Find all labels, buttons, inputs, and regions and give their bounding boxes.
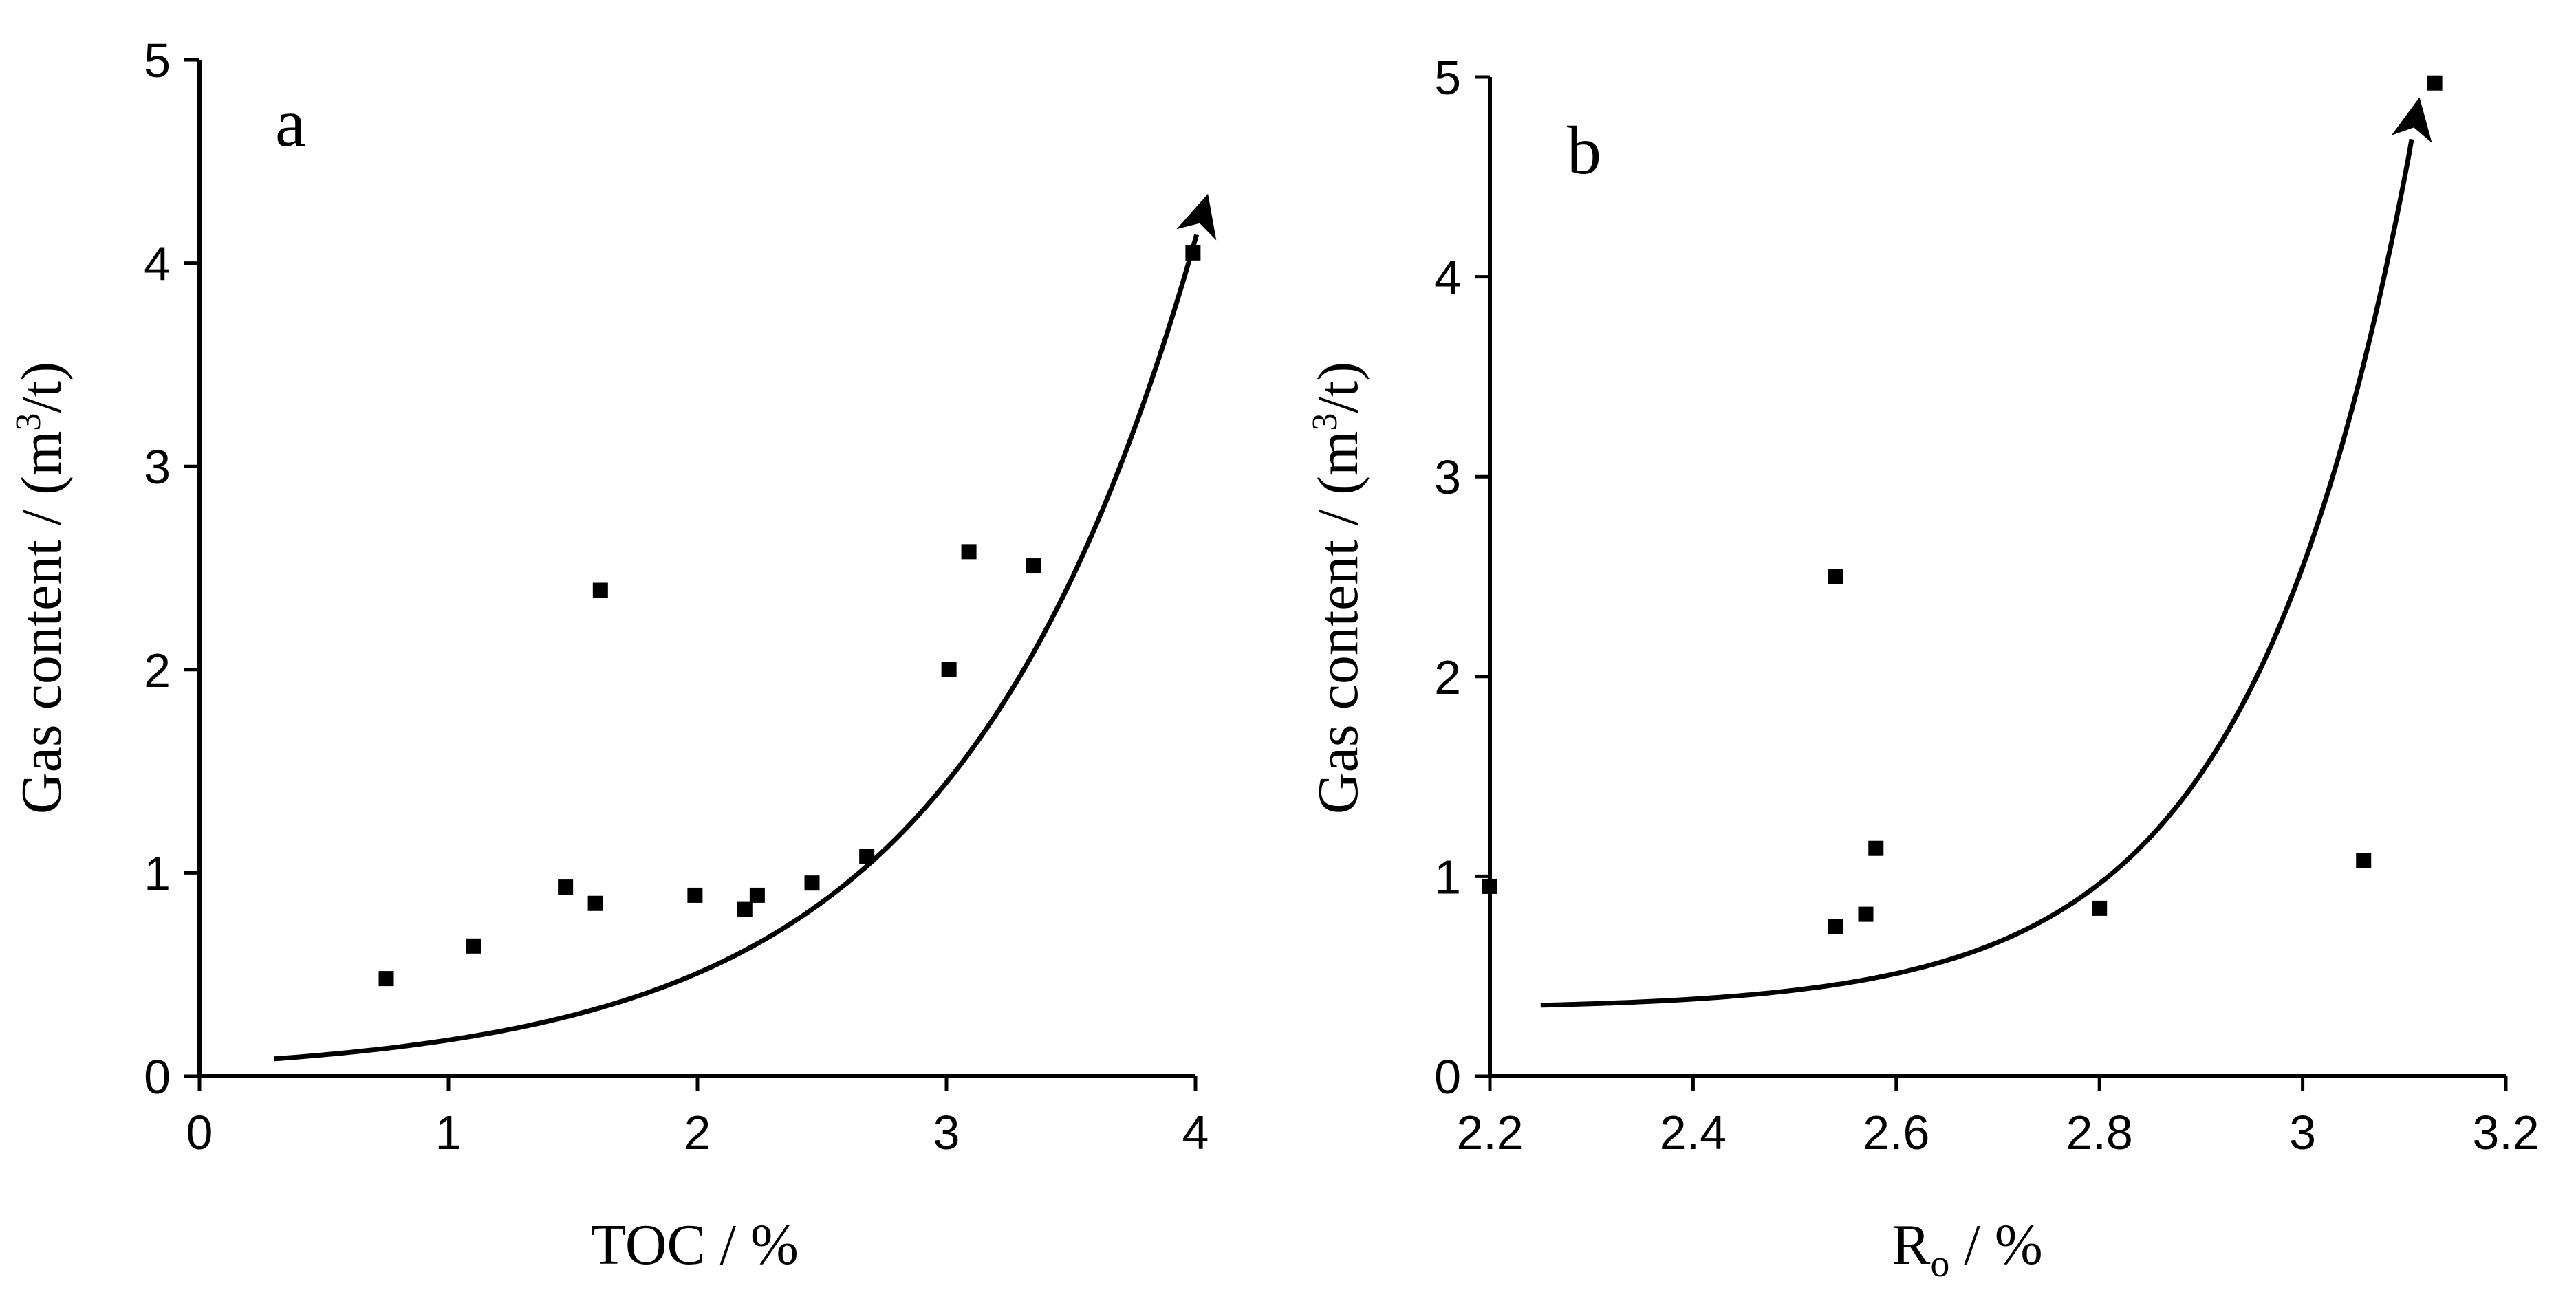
x-tick-label: 3.2 xyxy=(2472,1106,2539,1159)
ticks xyxy=(1475,75,2508,1091)
data-point xyxy=(749,887,765,903)
x-axis-title-main: R xyxy=(1892,1213,1930,1277)
data-point xyxy=(737,901,753,917)
data-point xyxy=(941,662,957,677)
data-point xyxy=(2356,853,2372,868)
data-point xyxy=(687,887,703,903)
x-axis-title-subscript: o xyxy=(1930,1243,1949,1285)
data-point xyxy=(1828,569,1843,584)
y-tick-label: 0 xyxy=(1434,1050,1461,1104)
y-axis-title-main: Gas content / (m xyxy=(10,431,74,815)
x-tick-label: 2.4 xyxy=(1660,1106,1727,1159)
trend-curve xyxy=(274,234,1199,1062)
markers xyxy=(1482,75,2443,934)
panel-label: a xyxy=(275,85,305,161)
y-axis-title: Gas content / (m3/t) xyxy=(9,362,74,814)
x-tick-label: 3 xyxy=(933,1106,960,1159)
panel-label: b xyxy=(1567,112,1601,188)
svg-text:Gas content / (m3/t): Gas content / (m3/t) xyxy=(1306,362,1370,814)
y-tick-label: 0 xyxy=(144,1050,171,1104)
trendline xyxy=(1540,97,2432,1008)
markers xyxy=(378,245,1201,987)
x-axis-title: TOC / % xyxy=(591,1213,799,1277)
data-point xyxy=(1868,840,1884,856)
data-point xyxy=(587,895,603,911)
tick-labels: 2.2 2.4 2.6 2.8 3 3.2 0 1 2 3 4 5 xyxy=(1434,51,2540,1159)
data-point xyxy=(1482,878,1497,894)
x-tick-label: 2.6 xyxy=(1863,1106,1929,1159)
y-tick-label: 3 xyxy=(1434,450,1461,504)
data-point xyxy=(558,879,574,895)
x-tick-label: 2 xyxy=(684,1106,711,1159)
trend-curve xyxy=(1540,138,2414,1008)
y-tick-label: 1 xyxy=(144,846,171,900)
panel-a: Gas content / (m3/t) TOC / % a 0 1 2 3 40123… xyxy=(9,34,1217,1277)
trendline xyxy=(274,193,1217,1062)
y-tick-label: 5 xyxy=(144,34,171,87)
x-tick-label: 2.2 xyxy=(1456,1106,1523,1159)
trend-arrowhead xyxy=(1176,193,1217,241)
y-tick-label: 5 xyxy=(1434,51,1461,105)
data-point xyxy=(378,971,394,987)
data-point xyxy=(1026,558,1041,574)
x-tick-label: 3 xyxy=(2289,1106,2316,1159)
y-axis-title: Gas content / (m3/t) xyxy=(1306,362,1370,814)
y-tick-label: 2 xyxy=(144,644,171,697)
data-point xyxy=(804,875,820,891)
y-tick-label: 4 xyxy=(1434,251,1461,305)
panel-b: Gas content / (m3/t) Ro / % b 2.2 2.4 2.6 2… xyxy=(1306,51,2540,1285)
data-point xyxy=(2092,900,2108,916)
x-axis-title-tail: / % xyxy=(1949,1213,2042,1277)
data-point xyxy=(1858,906,1874,922)
tick-labels: 0 1 2 3 4 0 1 2 3 4 5 xyxy=(144,34,1209,1159)
x-tick-label: 2.8 xyxy=(2066,1106,2133,1159)
y-axis-title-tail: /t) xyxy=(1306,362,1370,413)
x-axis-title: Ro / % xyxy=(1892,1213,2042,1285)
svg-text:Gas content / (m3/t): Gas content / (m3/t) xyxy=(9,362,74,814)
data-point xyxy=(1828,919,1843,934)
data-point xyxy=(466,938,481,954)
y-tick-label: 4 xyxy=(144,237,171,291)
x-tick-label: 1 xyxy=(435,1106,462,1159)
data-point xyxy=(592,582,608,598)
data-point xyxy=(2427,75,2443,91)
trend-arrowhead xyxy=(2391,97,2432,143)
y-axis-title-main: Gas content / (m xyxy=(1306,431,1370,815)
y-axis-title-superscript: 3 xyxy=(1306,413,1345,431)
x-tick-label: 4 xyxy=(1182,1106,1209,1159)
y-axis-title-superscript: 3 xyxy=(9,413,48,431)
x-tick-label: 0 xyxy=(186,1106,213,1159)
axes xyxy=(1488,77,2506,1078)
y-axis-title-tail: /t) xyxy=(10,362,74,413)
y-tick-label: 1 xyxy=(1434,850,1461,904)
data-point xyxy=(961,544,977,560)
y-tick-label: 3 xyxy=(144,440,171,494)
ticks xyxy=(184,58,1198,1091)
y-tick-label: 2 xyxy=(1434,650,1461,704)
